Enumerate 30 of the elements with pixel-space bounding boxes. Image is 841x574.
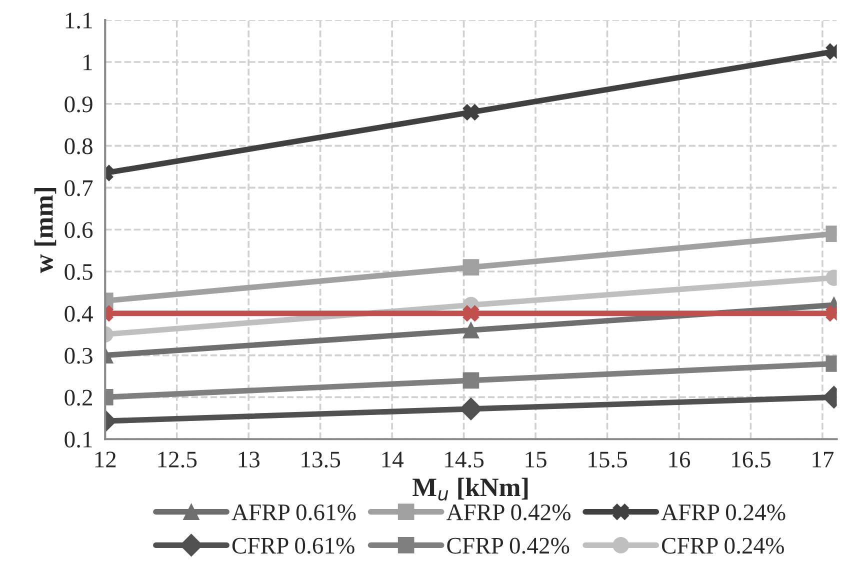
x-axis-title: M$_{u}$ [kNm]: [412, 478, 528, 501]
y-tick-label: 0.7: [64, 180, 93, 196]
legend-label: CFRP 0.61%: [232, 538, 354, 554]
y-tick-label: 0.6: [64, 222, 93, 238]
legend-label: AFRP 0.42%: [446, 504, 570, 520]
x-tick-label: 12.5: [158, 452, 197, 468]
legend-label: AFRP 0.61%: [232, 504, 356, 520]
legend-label: CFRP 0.42%: [447, 538, 570, 554]
x-tick-label: 12: [95, 452, 116, 468]
y-tick-label: 0.2: [64, 390, 92, 406]
y-tick-label: 1: [84, 54, 92, 70]
y-tick-label: 0.5: [64, 264, 92, 280]
y-tick-label: 0.8: [64, 138, 92, 154]
legend-label: AFRP 0.24%: [661, 504, 786, 520]
y-tick-label: 0.3: [64, 348, 92, 364]
y-axis-title: w [mm]: [34, 188, 56, 274]
x-tick-label: 16: [669, 452, 690, 468]
y-tick-label: 0.9: [64, 96, 92, 112]
x-tick-label: 13.5: [302, 452, 340, 468]
x-tick-label: 13: [238, 452, 260, 468]
x-tick-label: 16.5: [732, 452, 770, 468]
y-tick-label: 1.1: [66, 12, 92, 29]
legend-label: CFRP 0.24%: [662, 538, 784, 554]
y-tick-label: 0.4: [64, 306, 93, 322]
y-tick-label: 0.1: [64, 432, 92, 448]
x-tick-label: 14: [382, 452, 404, 468]
x-tick-label: 15.5: [588, 452, 627, 468]
x-tick-label: 17: [812, 452, 834, 468]
x-tick-label: 15: [526, 452, 546, 468]
x-tick-label: 14.5: [445, 452, 484, 468]
